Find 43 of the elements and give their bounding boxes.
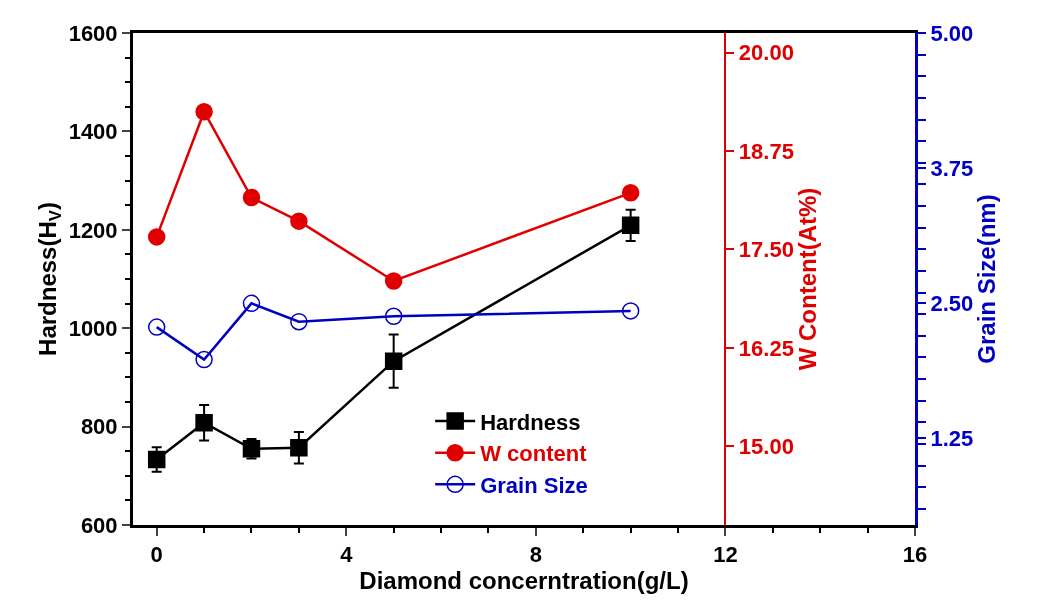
point — [147, 228, 166, 246]
point — [242, 294, 261, 313]
y3-tick-label: 1.25 — [930, 426, 974, 452]
point — [195, 350, 213, 369]
point — [621, 184, 640, 202]
point — [242, 188, 261, 207]
y3-tick-label: 2.50 — [930, 291, 974, 317]
y-tick-label: 800 — [80, 414, 118, 440]
y3-axis-title: Grain Size(nm) — [973, 194, 1001, 364]
y-tick-label: 1200 — [68, 217, 118, 243]
point — [195, 413, 213, 432]
point — [290, 439, 308, 457]
y2-tick-label: 17.50 — [738, 237, 794, 263]
x-tick-label: 16 — [902, 542, 928, 568]
point — [621, 302, 640, 320]
point — [195, 102, 213, 121]
x-axis-title: Diamond concerntration(g/L) — [359, 567, 689, 595]
x-tick-label: 4 — [340, 542, 354, 568]
legend-label: Grain Size — [480, 472, 588, 498]
point — [147, 318, 166, 336]
y2-tick-label: 18.75 — [738, 138, 794, 164]
point — [290, 312, 308, 331]
point — [290, 212, 308, 230]
point — [384, 307, 403, 326]
x-tick-label: 8 — [529, 542, 542, 568]
point — [621, 216, 640, 235]
y3-tick-label: 5.00 — [930, 20, 974, 46]
y2-axis-title: W Content(At%) — [793, 187, 821, 371]
legend-label: Hardness — [480, 409, 581, 435]
point — [384, 352, 403, 370]
y-tick-label: 600 — [80, 512, 118, 538]
y2-tick-label: 20.00 — [738, 40, 794, 66]
x-tick-label: 0 — [150, 542, 163, 568]
y-tick-label: 1600 — [68, 20, 118, 46]
legend-label: W content — [480, 441, 588, 467]
point — [384, 272, 403, 290]
y3-tick-label: 3.75 — [930, 155, 974, 181]
x-tick-label: 12 — [713, 542, 738, 568]
y-tick-label: 1400 — [68, 119, 118, 145]
y-tick-label: 1000 — [68, 315, 118, 341]
y2-tick-label: 15.00 — [738, 433, 794, 459]
point — [147, 450, 166, 469]
y2-tick-label: 16.25 — [738, 335, 794, 361]
